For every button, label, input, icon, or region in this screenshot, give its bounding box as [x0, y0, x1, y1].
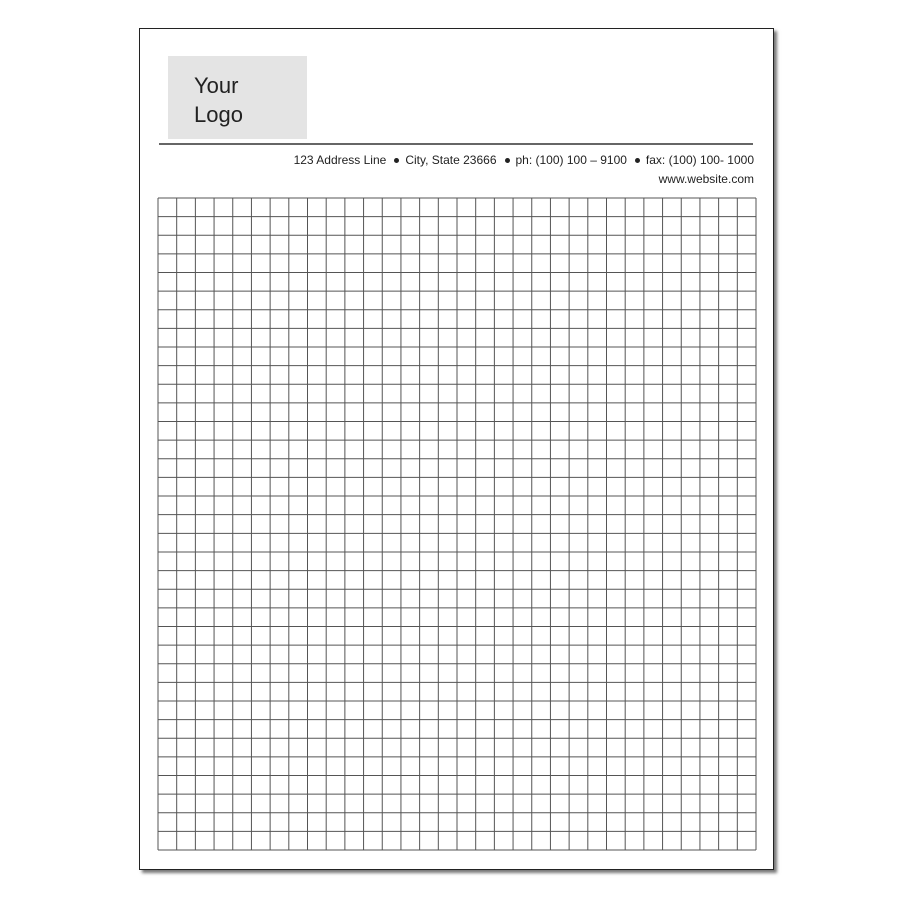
graph-paper-grid — [157, 197, 757, 851]
phone: ph: (100) 100 – 9100 — [515, 153, 627, 167]
website: www.website.com — [658, 172, 754, 186]
fax: fax: (100) 100- 1000 — [645, 153, 754, 167]
header-divider — [159, 143, 753, 145]
logo-placeholder: Your Logo — [168, 56, 307, 139]
address: 123 Address Line — [293, 153, 387, 167]
bullet-icon — [634, 158, 640, 164]
contact-line: 123 Address Line City, State 23666 ph: (10… — [294, 153, 754, 167]
bullet-icon — [394, 158, 400, 164]
logo-text-line1: Your — [194, 73, 239, 98]
bullet-icon — [504, 158, 510, 164]
city-state: City, State 23666 — [405, 153, 497, 167]
logo-text-line2: Logo — [194, 102, 243, 127]
